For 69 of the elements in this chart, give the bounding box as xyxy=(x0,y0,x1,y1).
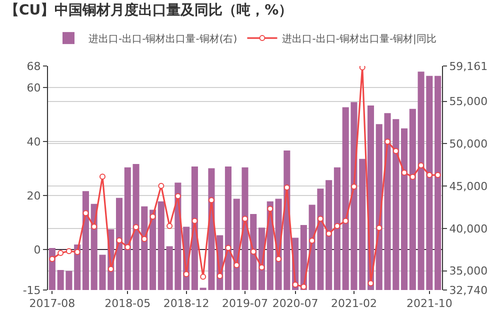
point xyxy=(174,193,181,200)
x-tick-label: 2019-07 xyxy=(222,297,268,310)
point xyxy=(200,274,206,280)
point xyxy=(326,230,332,237)
point xyxy=(300,284,307,290)
point xyxy=(242,216,248,222)
y2-tick-label: 40,000 xyxy=(449,222,488,236)
point xyxy=(124,244,131,250)
point xyxy=(208,197,214,204)
point xyxy=(108,266,114,272)
point xyxy=(166,223,173,230)
y2-tick-label: 50,000 xyxy=(449,138,488,151)
y-tick-label: 60 xyxy=(26,81,41,94)
x-tick-label: 2021-02 xyxy=(330,297,377,310)
point xyxy=(133,224,140,230)
x-tick-label: 2020-07 xyxy=(272,297,318,310)
point xyxy=(58,250,64,256)
point xyxy=(317,216,324,222)
point xyxy=(410,174,416,180)
point xyxy=(376,224,382,231)
point xyxy=(392,148,399,154)
point xyxy=(116,237,122,244)
point xyxy=(99,174,106,180)
legend-label: 进出口-出口-铜材出口量-铜材|同比 xyxy=(282,32,436,45)
point xyxy=(183,271,190,278)
y-tick-label: 20 xyxy=(26,189,41,202)
point xyxy=(192,218,198,224)
point xyxy=(225,244,232,251)
legend-label: 进出口-出口-铜材出口量-铜材(右) xyxy=(88,32,238,45)
point xyxy=(234,262,240,268)
point xyxy=(267,206,274,212)
y-tick-label: 68 xyxy=(26,60,41,73)
point xyxy=(66,248,72,254)
point xyxy=(309,238,316,244)
x-tick-label: 2021-10 xyxy=(406,297,452,310)
point xyxy=(334,223,340,230)
point xyxy=(342,218,349,224)
point xyxy=(426,172,432,178)
point xyxy=(284,184,290,190)
point xyxy=(250,248,256,255)
chart-title: 【CU】中国铜材月度出口量及同比（吨，%） xyxy=(5,2,293,19)
point xyxy=(141,236,148,242)
point xyxy=(368,280,374,286)
point xyxy=(384,138,391,145)
y2-tick-label: 59,161 xyxy=(449,60,488,73)
y2-tick-label: 32,740 xyxy=(449,284,488,297)
point xyxy=(74,248,80,255)
point xyxy=(350,184,357,190)
y2-tick-label: 55,000 xyxy=(449,95,488,108)
x-tick-label: 2018-05 xyxy=(104,297,151,310)
y2-tick-label: 35,000 xyxy=(449,264,488,278)
point xyxy=(158,182,164,189)
point xyxy=(276,256,282,262)
x-tick-label: 2017-08 xyxy=(29,297,76,310)
point xyxy=(216,272,223,279)
point xyxy=(91,224,98,230)
y2-tick-label: 45,000 xyxy=(449,180,488,193)
point xyxy=(434,172,441,178)
point xyxy=(401,170,408,176)
point xyxy=(258,264,265,270)
point xyxy=(418,162,424,168)
point xyxy=(82,210,89,216)
point xyxy=(150,214,156,220)
y-tick-label: 0 xyxy=(34,243,41,256)
x-tick-label: 2018-12 xyxy=(163,297,210,310)
y-tick-label: 40 xyxy=(26,135,41,148)
point xyxy=(292,282,298,288)
y-tick-label: -15 xyxy=(22,284,41,297)
point xyxy=(49,256,56,262)
